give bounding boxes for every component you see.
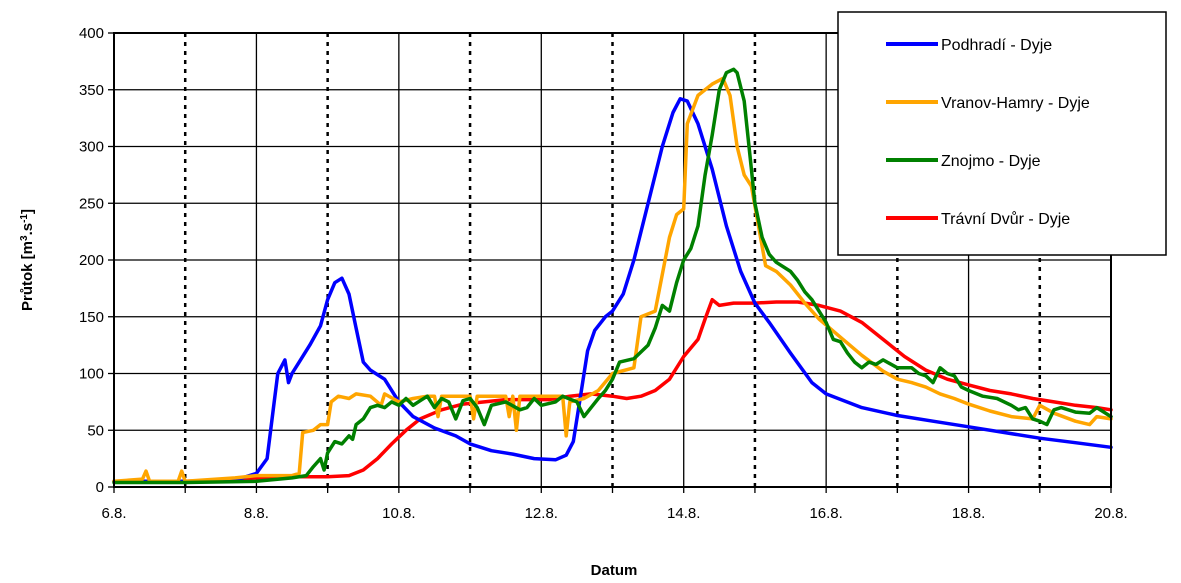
series-line [112, 67, 1113, 485]
x-tick-label: 12.8. [525, 505, 558, 522]
x-tick-label: 10.8. [382, 505, 415, 522]
x-tick-label: 8.8. [244, 505, 269, 522]
legend-label: Vranov-Hamry - Dyje [941, 95, 1090, 112]
y-tick-label: 150 [79, 309, 104, 326]
legend-box [837, 11, 1167, 256]
series-lines [112, 67, 1113, 485]
series-line [112, 76, 1113, 484]
y-tick-label: 0 [96, 479, 104, 496]
y-tick-label: 100 [79, 366, 104, 383]
legend: Podhradí - Dyje Vranov-Hamry - Dyje Znojmo… [837, 11, 1167, 256]
y-tick-label: 50 [87, 422, 104, 439]
y-tick-label: 300 [79, 139, 104, 156]
legend-label: Trávní Dvůr - Dyje [941, 210, 1070, 228]
gridlines [114, 33, 1111, 487]
x-tick-label: 6.8. [101, 505, 126, 522]
y-axis-title: Průtok [m3.s-1] [19, 209, 37, 311]
y-axis-ticks: 0 50 100 150 200 250 300 350 400 [79, 25, 114, 496]
y-tick-label: 350 [79, 82, 104, 99]
x-axis-title: Datum [591, 562, 638, 579]
legend-label: Podhradí - Dyje [941, 37, 1052, 54]
x-tick-label: 14.8. [667, 505, 700, 522]
x-tick-label: 16.8. [809, 505, 842, 522]
y-tick-label: 400 [79, 25, 104, 42]
series-line [112, 97, 1113, 484]
x-tick-label: 20.8. [1094, 505, 1127, 522]
legend-label: Znojmo - Dyje [941, 153, 1041, 170]
y-tick-label: 250 [79, 195, 104, 212]
y-tick-label: 200 [79, 252, 104, 269]
series-line [112, 297, 1113, 484]
x-axis-ticks: 6.8. 8.8. 10.8. 12.8. 14.8. 16.8. 18.8. 20.8. [101, 487, 1128, 522]
x-tick-label: 18.8. [952, 505, 985, 522]
